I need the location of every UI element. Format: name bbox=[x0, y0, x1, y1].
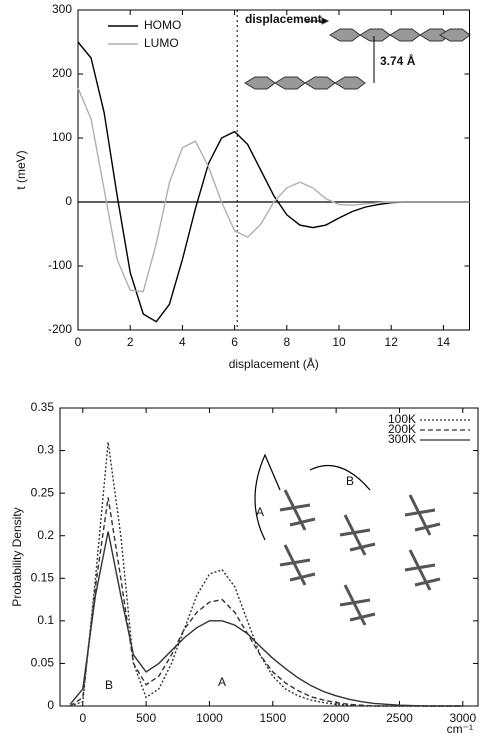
x-tick-label: 3000 bbox=[449, 711, 476, 725]
y-tick-label: 0.05 bbox=[31, 656, 55, 670]
molecule bbox=[404, 494, 441, 536]
y-tick-label: -200 bbox=[48, 322, 72, 336]
molecule bbox=[404, 549, 441, 591]
y-tick-label: 0 bbox=[65, 194, 72, 208]
x-tick-label: 500 bbox=[136, 711, 156, 725]
annotation: displacement bbox=[245, 12, 322, 26]
annotation: B bbox=[105, 678, 113, 692]
molecule-sketch bbox=[244, 17, 471, 90]
x-tick-label: 1500 bbox=[259, 711, 286, 725]
annotation: 3.74 Å bbox=[380, 53, 416, 68]
y-tick-label: 0.2 bbox=[37, 528, 54, 542]
legend-label: LUMO bbox=[144, 36, 179, 50]
x-tick-label: 0 bbox=[75, 335, 82, 349]
y-axis-label: t (meV) bbox=[14, 150, 28, 189]
y-tick-label: 0 bbox=[47, 698, 54, 712]
arrow bbox=[309, 464, 371, 491]
x-tick-label: 8 bbox=[283, 335, 290, 349]
hexagon bbox=[389, 28, 421, 42]
y-tick-label: -100 bbox=[48, 258, 72, 272]
molecule bbox=[339, 514, 376, 556]
series-line bbox=[77, 87, 470, 293]
annotation: A bbox=[218, 675, 226, 689]
molecule bbox=[279, 489, 316, 531]
crystal-sketch bbox=[254, 453, 441, 626]
x-tick-label: 10 bbox=[332, 335, 346, 349]
x-tick-label: 1000 bbox=[196, 711, 223, 725]
x-tick-label: 2500 bbox=[386, 711, 413, 725]
hexagon bbox=[334, 76, 366, 90]
legend-label: 200K bbox=[388, 422, 416, 436]
series-line bbox=[69, 531, 463, 707]
hexagon bbox=[244, 76, 276, 90]
series-line bbox=[69, 497, 463, 707]
y-axis-label: Probability Density bbox=[10, 507, 24, 606]
hexagon bbox=[329, 28, 361, 42]
legend-label: HOMO bbox=[144, 18, 181, 32]
y-tick-label: 100 bbox=[52, 130, 72, 144]
molecule bbox=[339, 584, 376, 626]
molecule bbox=[279, 544, 316, 586]
y-tick-label: 200 bbox=[52, 66, 72, 80]
x-tick-label: 14 bbox=[437, 335, 451, 349]
hexagon bbox=[304, 76, 336, 90]
y-tick-label: 0.3 bbox=[37, 443, 54, 457]
arrow bbox=[254, 453, 281, 541]
annotation: A bbox=[256, 505, 264, 519]
legend-label: 300K bbox=[388, 432, 416, 446]
x-axis-label: displacement (Å) bbox=[229, 356, 319, 371]
legend-label: 100K bbox=[388, 412, 416, 426]
hexagon bbox=[274, 76, 306, 90]
x-tick-label: 6 bbox=[231, 335, 238, 349]
y-tick-label: 0.15 bbox=[31, 570, 55, 584]
plot-frame bbox=[77, 9, 470, 331]
annotation: B bbox=[346, 474, 354, 488]
x-tick-label: 0 bbox=[79, 711, 86, 725]
x-tick-label: 12 bbox=[385, 335, 399, 349]
y-tick-label: 0.25 bbox=[31, 485, 55, 499]
hexagon bbox=[359, 28, 391, 42]
arrow-head bbox=[321, 17, 330, 25]
series-line bbox=[69, 441, 463, 707]
plot-frame bbox=[59, 407, 479, 707]
y-tick-label: 300 bbox=[52, 2, 72, 16]
y-tick-label: 0.35 bbox=[31, 400, 55, 414]
x-tick-label: 2 bbox=[127, 335, 134, 349]
x-tick-label: 2000 bbox=[323, 711, 350, 725]
y-tick-label: 0.1 bbox=[37, 613, 54, 627]
x-tick-label: 4 bbox=[179, 335, 186, 349]
x-axis-label: cm⁻¹ bbox=[447, 722, 473, 736]
